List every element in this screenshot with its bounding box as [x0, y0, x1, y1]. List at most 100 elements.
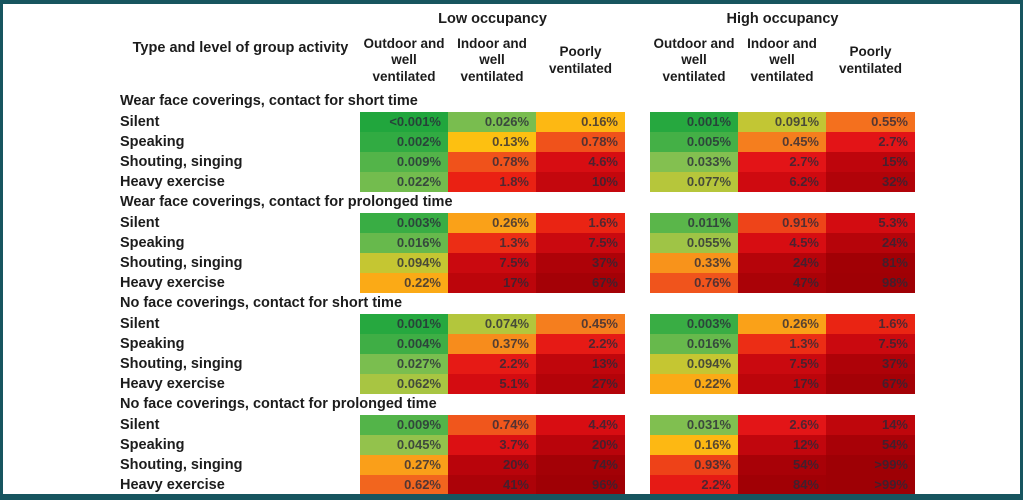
- risk-cell: 0.78%: [448, 152, 536, 172]
- high-cells: 0.055% 4.5% 24%: [650, 233, 915, 253]
- row-label: Speaking: [120, 437, 185, 453]
- risk-cell: 67%: [826, 374, 915, 394]
- low-occupancy-group: Low occupancy Outdoor and well ventilate…: [360, 6, 625, 91]
- risk-cell: 47%: [738, 273, 826, 293]
- risk-cell: 2.6%: [738, 415, 826, 435]
- section-title: No face coverings, contact for prolonged…: [120, 396, 437, 412]
- high-cells: 0.33% 24% 81%: [650, 253, 915, 273]
- risk-cell: 0.003%: [650, 314, 738, 334]
- low-cells: 0.002% 0.13% 0.78%: [360, 132, 625, 152]
- row-label: Speaking: [120, 134, 185, 150]
- row-gap: [625, 213, 650, 233]
- table-row: Speaking 0.004% 0.37% 2.2% 0.016% 1.3% 7.5%: [3, 334, 1019, 354]
- risk-cell: 0.93%: [650, 455, 738, 475]
- risk-table: Type and level of group activity Low occ…: [3, 6, 1019, 494]
- risk-cell: 0.077%: [650, 172, 738, 192]
- row-gap: [625, 475, 650, 494]
- risk-cell: 24%: [738, 253, 826, 273]
- col-header-outdoor: Outdoor and well ventilated: [363, 35, 445, 84]
- risk-cell: 7.5%: [448, 253, 536, 273]
- risk-cell: 0.033%: [650, 152, 738, 172]
- risk-cell: 13%: [536, 354, 625, 374]
- risk-cell: 3.7%: [448, 435, 536, 455]
- risk-cell: 0.001%: [650, 112, 738, 132]
- row-gap: [625, 374, 650, 394]
- risk-cell: 5.1%: [448, 374, 536, 394]
- low-cells: 0.016% 1.3% 7.5%: [360, 233, 625, 253]
- risk-cell: 2.2%: [536, 334, 625, 354]
- high-cells: 0.16% 12% 54%: [650, 435, 915, 455]
- risk-cell: 67%: [536, 273, 625, 293]
- table-row: Silent 0.009% 0.74% 4.4% 0.031% 2.6% 14%: [3, 415, 1019, 435]
- row-label: Silent: [120, 417, 160, 433]
- table-row: Heavy exercise 0.062% 5.1% 27% 0.22% 17% 67%: [3, 374, 1019, 394]
- risk-cell: 0.16%: [536, 112, 625, 132]
- risk-cell: 2.2%: [448, 354, 536, 374]
- risk-cell: 0.27%: [360, 455, 448, 475]
- risk-cell: 37%: [826, 354, 915, 374]
- group-gap: [625, 6, 650, 91]
- risk-cell: 2.7%: [738, 152, 826, 172]
- table-row: Speaking 0.002% 0.13% 0.78% 0.005% 0.45% 2.7…: [3, 132, 1019, 152]
- risk-cell: 1.6%: [826, 314, 915, 334]
- risk-cell: 54%: [826, 435, 915, 455]
- table-header: Type and level of group activity Low occ…: [3, 6, 1019, 91]
- risk-cell: 0.026%: [448, 112, 536, 132]
- risk-cell: 0.13%: [448, 132, 536, 152]
- risk-cell: 0.094%: [650, 354, 738, 374]
- row-gap: [625, 172, 650, 192]
- risk-cell: 0.016%: [360, 233, 448, 253]
- high-occupancy-label: High occupancy: [726, 11, 839, 27]
- low-occupancy-columns: Outdoor and well ventilated Indoor and w…: [360, 30, 625, 91]
- risk-cell: 0.45%: [536, 314, 625, 334]
- risk-cell: 10%: [536, 172, 625, 192]
- low-cells: 0.022% 1.8% 10%: [360, 172, 625, 192]
- table-body: Wear face coverings, contact for short t…: [3, 91, 1019, 494]
- row-gap: [625, 112, 650, 132]
- risk-cell: 0.016%: [650, 334, 738, 354]
- table-row: Heavy exercise 0.62% 41% 96% 2.2% 84% >99%: [3, 475, 1019, 494]
- risk-cell: 0.005%: [650, 132, 738, 152]
- table-row: Shouting, singing 0.094% 7.5% 37% 0.33% 24%…: [3, 253, 1019, 273]
- risk-cell: 0.027%: [360, 354, 448, 374]
- row-label: Shouting, singing: [120, 255, 243, 271]
- risk-cell: 0.055%: [650, 233, 738, 253]
- risk-cell: 17%: [738, 374, 826, 394]
- risk-cell: 0.78%: [536, 132, 625, 152]
- risk-cell: 0.22%: [360, 273, 448, 293]
- risk-cell: 0.62%: [360, 475, 448, 494]
- risk-cell: 20%: [448, 455, 536, 475]
- risk-cell: 0.091%: [738, 112, 826, 132]
- section-title: Wear face coverings, contact for prolong…: [120, 194, 453, 210]
- risk-cell: 2.7%: [826, 132, 915, 152]
- row-label: Heavy exercise: [120, 376, 225, 392]
- risk-cell: 81%: [826, 253, 915, 273]
- col-header-outdoor: Outdoor and well ventilated: [653, 35, 735, 84]
- risk-cell: 0.76%: [650, 273, 738, 293]
- low-cells: 0.027% 2.2% 13%: [360, 354, 625, 374]
- risk-cell: 0.26%: [738, 314, 826, 334]
- risk-cell: 4.6%: [536, 152, 625, 172]
- high-cells: 0.094% 7.5% 37%: [650, 354, 915, 374]
- high-cells: 0.22% 17% 67%: [650, 374, 915, 394]
- risk-cell: 2.2%: [650, 475, 738, 494]
- risk-cell: 0.26%: [448, 213, 536, 233]
- low-occupancy-label: Low occupancy: [438, 11, 547, 27]
- high-cells: 0.016% 1.3% 7.5%: [650, 334, 915, 354]
- risk-cell: 27%: [536, 374, 625, 394]
- row-gap: [625, 354, 650, 374]
- risk-cell: 6.2%: [738, 172, 826, 192]
- row-gap: [625, 273, 650, 293]
- row-label: Shouting, singing: [120, 154, 243, 170]
- section-title: No face coverings, contact for short tim…: [120, 295, 403, 311]
- risk-cell: 14%: [826, 415, 915, 435]
- risk-cell: 1.6%: [536, 213, 625, 233]
- low-cells: 0.003% 0.26% 1.6%: [360, 213, 625, 233]
- risk-cell: 7.5%: [738, 354, 826, 374]
- low-cells: 0.009% 0.78% 4.6%: [360, 152, 625, 172]
- row-label: Silent: [120, 114, 160, 130]
- high-cells: 0.93% 54% >99%: [650, 455, 915, 475]
- row-gap: [625, 132, 650, 152]
- row-label: Heavy exercise: [120, 174, 225, 190]
- risk-cell: 0.22%: [650, 374, 738, 394]
